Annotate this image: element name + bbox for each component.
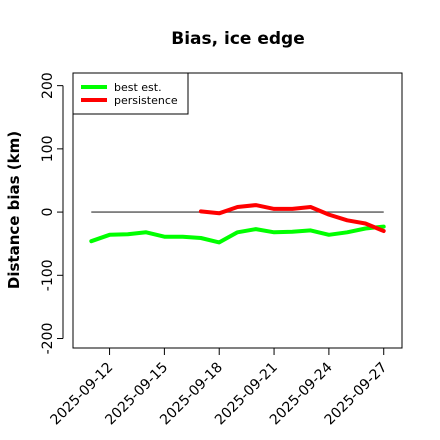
y-axis-label: Distance bias (km) bbox=[5, 131, 23, 289]
y-tick-label: 200 bbox=[40, 72, 56, 99]
legend-label-best-est: best est. bbox=[114, 81, 162, 94]
series-line-best-est bbox=[89, 224, 386, 245]
series-layer bbox=[89, 203, 386, 245]
legend-label-persistence: persistence bbox=[114, 94, 178, 107]
series-line-persistence bbox=[198, 203, 386, 233]
y-tick-label: 0 bbox=[40, 208, 56, 217]
chart-title: Bias, ice edge bbox=[171, 29, 305, 49]
y-axis: 200 100 0 -100 -200 bbox=[40, 72, 64, 355]
legend: best est. persistence bbox=[72, 72, 189, 115]
x-axis: 2025-09-122025-09-152025-09-182025-09-21… bbox=[48, 347, 391, 428]
y-tick-label: 100 bbox=[40, 135, 56, 162]
legend-box bbox=[72, 72, 189, 115]
y-tick-label: -100 bbox=[40, 259, 56, 291]
y-tick-label: -200 bbox=[40, 323, 56, 355]
